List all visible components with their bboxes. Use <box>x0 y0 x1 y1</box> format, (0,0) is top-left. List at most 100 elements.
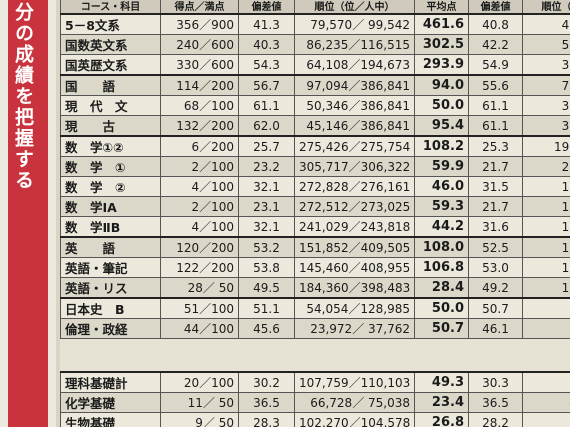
table-cell: 数 学ⅠA <box>60 196 161 217</box>
table-cell: 23,972／ 37,762 <box>294 318 415 339</box>
table-cell: 106.8 <box>414 257 469 278</box>
table-cell: 122／200 <box>160 257 239 278</box>
table-cell: 5,063 <box>522 34 570 55</box>
spacer-cell <box>60 338 161 373</box>
table-cell: 52.5 <box>468 236 523 258</box>
table-cell: 3,78 <box>522 297 570 319</box>
table-cell: 50.0 <box>414 95 469 116</box>
table-cell: 26.8 <box>414 412 469 427</box>
table-cell: 32.1 <box>238 216 295 238</box>
table-cell: 23.2 <box>238 156 295 177</box>
table-cell: 数 学①② <box>60 135 161 157</box>
table-cell: 66,728／ 75,038 <box>294 392 415 413</box>
table-cell: 国英歴文系 <box>60 54 161 76</box>
table-cell: 102,270／104,578 <box>294 412 415 427</box>
table-cell: 2／100 <box>160 156 239 177</box>
table-cell: 日本史 B <box>60 297 161 319</box>
table-cell: 数 学ⅡB <box>60 216 161 238</box>
header-cell: 偏差値 <box>238 0 295 15</box>
table-wrap: コース・科目得点／満点偏差値順位（位／人中）平均点偏差値順位（位5－8文系356… <box>60 0 570 427</box>
table-cell: 54.9 <box>468 54 523 76</box>
table-cell: 108.0 <box>414 236 469 258</box>
table-cell: 31.6 <box>468 216 523 238</box>
spacer-cell <box>522 338 570 373</box>
table-cell: 3,403 <box>522 115 570 137</box>
table-cell: 2／100 <box>160 196 239 217</box>
table-cell: 19,88 <box>522 196 570 217</box>
table-cell: 4／100 <box>160 216 239 238</box>
table-cell: 4／100 <box>160 176 239 197</box>
table-cell: 97,094／386,841 <box>294 74 415 96</box>
table-row: 数 学ⅡB4／10032.1241,029／243,81844.231.618,… <box>60 216 570 238</box>
table-cell: 化学基礎 <box>60 392 161 413</box>
table-cell: 現 古 <box>60 115 161 137</box>
table-row: 5－8文系 356／900 41.3 79,570／ 99,542 461.6 40.8 4… <box>60 13 570 35</box>
table-row: 現 古132／20062.045,146／386,84195.461.13,40… <box>60 115 570 137</box>
table-cell: 302.5 <box>414 34 469 55</box>
red-band <box>8 0 48 427</box>
table-cell: 151,852／409,505 <box>294 236 415 258</box>
sidebar: 分の成績を把握する <box>0 0 56 427</box>
table-row: 国英歴文系 330／600 54.3 64,108／194,673 293.9 54.9 3… <box>60 54 570 76</box>
table-cell: 英語・リス <box>60 277 161 299</box>
table-cell: 36.5 <box>238 392 295 413</box>
table-cell: 10,36 <box>522 257 570 278</box>
table-cell: 49.5 <box>238 277 295 299</box>
table-cell: 現 代 文 <box>60 95 161 116</box>
table-cell: 46.1 <box>468 318 523 339</box>
table-cell: 31.5 <box>468 176 523 197</box>
table-cell: 32.1 <box>238 176 295 197</box>
table-row: 数 学ⅠA2／10023.1272,512／273,02559.321.719,… <box>60 196 570 217</box>
table-row: 日本史 B51／10051.154,054／128,98550.050.73,7… <box>60 297 570 319</box>
header-cell: 順位（位／人中） <box>294 0 415 15</box>
table-cell: 5－8文系 <box>60 13 161 35</box>
table-cell: 3,335 <box>522 95 570 116</box>
table-row: 英語・筆記 122／200 53.8 145,460／408,955 106.8 53.0… <box>60 257 570 278</box>
header-cell: 得点／満点 <box>160 0 239 15</box>
table-cell: 11／ 50 <box>160 392 239 413</box>
table-cell: 40.3 <box>238 34 295 55</box>
table-cell: 49.3 <box>414 371 469 393</box>
table-cell: 28.2 <box>468 412 523 427</box>
table-cell: 54,054／128,985 <box>294 297 415 319</box>
spacer-cell <box>414 338 469 373</box>
table-cell: 50.7 <box>468 297 523 319</box>
table-cell: 272,512／273,025 <box>294 196 415 217</box>
table-cell: 46.0 <box>414 176 469 197</box>
table-cell: 7,375 <box>522 74 570 96</box>
table-cell: 61.1 <box>238 95 295 116</box>
table-row: 英 語120／20053.2151,852／409,505108.052.510… <box>60 236 570 258</box>
table-cell: 49.2 <box>468 277 523 299</box>
table-cell: 30.2 <box>238 371 295 393</box>
table-cell: 5,86 <box>522 412 570 427</box>
table-cell: 50,346／386,841 <box>294 95 415 116</box>
table-cell: 生物基礎 <box>60 412 161 427</box>
table-cell: 53.8 <box>238 257 295 278</box>
table-cell: 国 語 <box>60 74 161 96</box>
table-cell: 293.9 <box>414 54 469 76</box>
table-cell: 79,570／ 99,542 <box>294 13 415 35</box>
table-cell: 53.0 <box>468 257 523 278</box>
table-cell: 68／100 <box>160 95 239 116</box>
sidebar-text: 分の成績を把握する <box>12 2 34 191</box>
header-cell: コース・科目 <box>60 0 161 15</box>
table-cell: 数 学 ② <box>60 176 161 197</box>
table-cell: 倫理・政経 <box>60 318 161 339</box>
table-cell: 25.7 <box>238 135 295 157</box>
table-cell: 108.2 <box>414 135 469 157</box>
table-cell: 59.9 <box>414 156 469 177</box>
table-cell: 25.3 <box>468 135 523 157</box>
table-cell: 132／200 <box>160 115 239 137</box>
table-cell: 120／200 <box>160 236 239 258</box>
table-cell: 英語・筆記 <box>60 257 161 278</box>
table-cell: 3,455 <box>522 54 570 76</box>
table-cell: 28.3 <box>238 412 295 427</box>
table-row: 数 学 ①2／10023.2305,717／306,32259.921.721,… <box>60 156 570 177</box>
table-cell: 61.1 <box>468 95 523 116</box>
table-cell: 45.6 <box>238 318 295 339</box>
table-cell: 36.5 <box>468 392 523 413</box>
table-cell: 20／100 <box>160 371 239 393</box>
